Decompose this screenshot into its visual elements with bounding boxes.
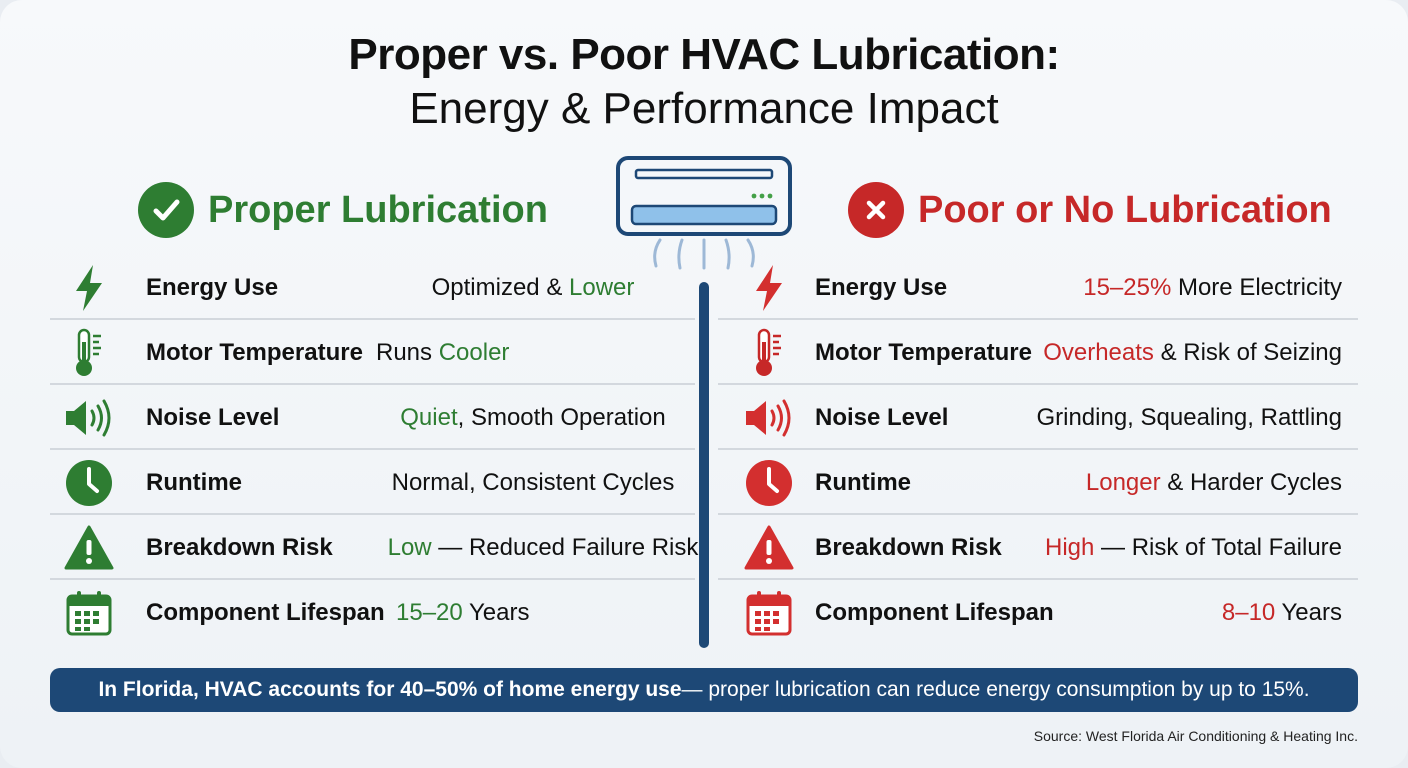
row-label: Breakdown Risk <box>146 534 333 561</box>
lightning-icon <box>64 263 114 313</box>
row-label: Motor Temperature <box>815 339 1032 366</box>
page-subtitle: Energy & Performance Impact <box>409 84 999 133</box>
row-value: High — Risk of Total Failure <box>1045 534 1342 561</box>
poor-heading-text: Poor or No Lubrication <box>918 188 1332 231</box>
row-value: 8–10 Years <box>1221 599 1342 626</box>
clock-icon <box>744 458 794 508</box>
poor-rows: Energy Use 15–25% More Electricity Motor… <box>718 255 1358 645</box>
proper-rows: Energy Use Optimized & Lower Motor Tempe… <box>50 255 698 645</box>
table-row: Motor Temperature Runs Cooler <box>50 320 695 385</box>
row-value: Quiet, Smooth Operation <box>400 404 666 431</box>
row-label: Noise Level <box>815 404 949 431</box>
x-icon <box>848 182 904 238</box>
row-value: Overheats & Risk of Seizing <box>1043 339 1342 366</box>
table-row: Component Lifespan 15–20 Years <box>50 580 695 645</box>
row-label: Breakdown Risk <box>815 534 1002 561</box>
row-label: Motor Temperature <box>146 339 363 366</box>
row-value: Normal, Consistent Cycles <box>391 469 675 496</box>
thermometer-icon <box>64 328 114 378</box>
row-value: Optimized & Lower <box>431 274 635 301</box>
check-icon <box>138 182 194 238</box>
source-credit: Source: West Florida Air Conditioning & … <box>1033 728 1358 744</box>
row-label: Component Lifespan <box>146 599 385 626</box>
row-value: 15–25% More Electricity <box>1083 274 1342 301</box>
row-label: Runtime <box>815 469 911 496</box>
clock-icon <box>64 458 114 508</box>
lightning-icon <box>744 263 794 313</box>
speaker-icon <box>744 393 794 443</box>
row-value: Grinding, Squealing, Rattling <box>1036 404 1342 431</box>
table-row: Energy Use Optimized & Lower <box>50 255 695 320</box>
column-divider <box>699 282 709 648</box>
row-value: Runs Cooler <box>376 339 510 366</box>
table-row: Breakdown Risk Low — Reduced Failure Ris… <box>50 515 698 580</box>
table-row: Runtime Longer & Harder Cycles <box>718 450 1358 515</box>
row-value: 15–20 Years <box>396 599 530 626</box>
row-label: Component Lifespan <box>815 599 1054 626</box>
table-row: Breakdown Risk High — Risk of Total Fail… <box>718 515 1358 580</box>
table-row: Motor Temperature Overheats & Risk of Se… <box>718 320 1358 385</box>
row-label: Energy Use <box>146 274 279 301</box>
calendar-icon <box>744 588 794 638</box>
table-row: Runtime Normal, Consistent Cycles <box>50 450 695 515</box>
banner-text: — proper lubrication can reduce energy c… <box>681 678 1310 701</box>
calendar-icon <box>64 588 114 638</box>
thermometer-icon <box>744 328 794 378</box>
table-row: Noise Level Quiet, Smooth Operation <box>50 385 695 450</box>
row-value: Low — Reduced Failure Risk <box>387 534 699 561</box>
table-row: Energy Use 15–25% More Electricity <box>718 255 1358 320</box>
proper-lubrication-heading: Proper Lubrication <box>138 180 548 240</box>
proper-heading-text: Proper Lubrication <box>208 188 548 231</box>
row-label: Noise Level <box>146 404 280 431</box>
table-row: Component Lifespan 8–10 Years <box>718 580 1358 645</box>
page-title: Proper vs. Poor HVAC Lubrication: <box>348 30 1060 79</box>
banner-strong-text: In Florida, HVAC accounts for 40–50% of … <box>98 678 682 701</box>
warning-icon <box>744 523 794 573</box>
florida-fact-banner: In Florida, HVAC accounts for 40–50% of … <box>50 668 1358 712</box>
row-label: Energy Use <box>815 274 948 301</box>
speaker-icon <box>64 393 114 443</box>
row-label: Runtime <box>146 469 242 496</box>
air-conditioner-icon <box>616 156 792 270</box>
row-value: Longer & Harder Cycles <box>1085 469 1342 496</box>
table-row: Noise Level Grinding, Squealing, Rattlin… <box>718 385 1358 450</box>
warning-icon <box>64 523 114 573</box>
poor-lubrication-heading: Poor or No Lubrication <box>848 180 1332 240</box>
